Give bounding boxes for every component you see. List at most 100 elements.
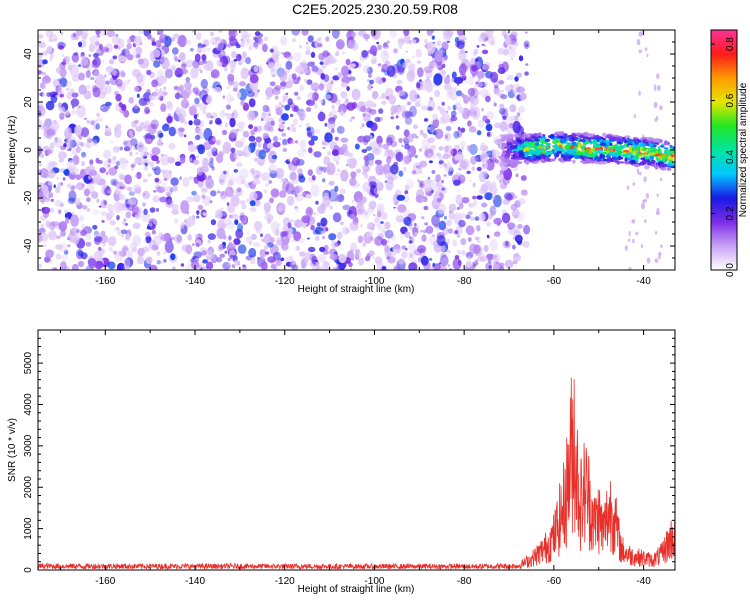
- heatmap-cell: [159, 88, 162, 91]
- heatmap-cell: [41, 201, 45, 204]
- heatmap-cell: [302, 192, 306, 195]
- heatmap-cell: [109, 220, 117, 226]
- heatmap-cell: [416, 60, 422, 64]
- heatmap-cell: [305, 122, 311, 128]
- heatmap-cell: [177, 34, 187, 48]
- heatmap-cell: [46, 92, 52, 98]
- heatmap-cell: [297, 168, 303, 175]
- heatmap-cell: [271, 74, 276, 78]
- heatmap-cell: [456, 249, 460, 253]
- heatmap-cell: [235, 149, 243, 155]
- heatmap-cell: [55, 95, 59, 98]
- heatmap-cell: [340, 169, 349, 182]
- heatmap-cell: [254, 31, 261, 37]
- heatmap-cell: [663, 147, 669, 150]
- heatmap-cell: [126, 186, 133, 192]
- heatmap-cell: [364, 159, 369, 167]
- heatmap-cell: [385, 87, 394, 97]
- heatmap-cell: [624, 140, 628, 143]
- heatmap-cell: [514, 234, 523, 244]
- heatmap-cell: [336, 231, 343, 240]
- heatmap-cell: [208, 161, 214, 168]
- heatmap-cell: [83, 188, 91, 197]
- heatmap-cell: [300, 257, 308, 268]
- heatmap-cell: [90, 190, 93, 195]
- heatmap-cell: [138, 97, 148, 107]
- heatmap-cell: [225, 85, 231, 90]
- heatmap-cell: [112, 55, 118, 60]
- heatmap-cell: [371, 55, 378, 62]
- heatmap-cell: [580, 160, 584, 163]
- heatmap-cell: [350, 171, 357, 179]
- colorbar-tick-label: 0.8: [725, 37, 736, 51]
- heatmap-cell: [280, 36, 288, 46]
- heatmap-cell: [643, 176, 647, 183]
- heatmap-cell: [185, 39, 192, 45]
- heatmap-cell: [68, 190, 77, 203]
- heatmap-cell: [635, 231, 639, 236]
- x-tick-label: -160: [95, 576, 115, 587]
- heatmap-cell: [543, 146, 546, 150]
- heatmap-cell: [50, 207, 55, 213]
- heatmap-cell: [60, 32, 64, 35]
- heatmap-cell: [310, 135, 319, 141]
- heatmap-cell: [246, 91, 255, 98]
- heatmap-cell: [419, 79, 422, 82]
- heatmap-cell: [41, 75, 52, 84]
- heatmap-cell: [43, 244, 47, 248]
- heatmap-cell: [595, 161, 599, 165]
- heatmap-cell: [480, 32, 487, 40]
- heatmap-cell: [573, 146, 578, 150]
- heatmap-cell: [507, 135, 514, 138]
- heatmap-cell: [350, 242, 358, 252]
- heatmap-cell: [157, 139, 163, 147]
- heatmap-cell: [321, 63, 327, 70]
- heatmap-cell: [381, 163, 389, 174]
- heatmap-cell: [468, 126, 477, 133]
- heatmap-cell: [39, 163, 42, 167]
- heatmap-cell: [470, 102, 475, 110]
- heatmap-cell: [334, 198, 339, 202]
- heatmap-cell: [334, 136, 339, 141]
- heatmap-cell: [198, 265, 202, 269]
- heatmap-cell: [163, 91, 168, 96]
- heatmap-cell: [493, 102, 497, 107]
- heatmap-cell: [156, 159, 160, 164]
- heatmap-cell: [473, 106, 480, 111]
- heatmap-cell: [460, 127, 466, 133]
- heatmap-cell: [69, 227, 79, 236]
- heatmap-cell: [176, 129, 180, 135]
- heatmap-cell: [262, 104, 269, 112]
- heatmap-cell: [236, 91, 242, 99]
- heatmap-cell: [93, 250, 103, 261]
- heatmap-cell: [223, 55, 231, 65]
- heatmap-cell: [299, 84, 304, 92]
- heatmap-cell: [381, 266, 387, 270]
- heatmap-cell: [366, 230, 373, 238]
- heatmap-cell: [86, 134, 91, 140]
- heatmap-cell: [511, 37, 517, 44]
- heatmap-cell: [110, 140, 114, 144]
- heatmap-cell: [126, 160, 129, 163]
- heatmap-cell: [467, 211, 473, 216]
- heatmap-cell: [242, 264, 246, 268]
- heatmap-cell: [240, 222, 244, 225]
- heatmap-cell: [391, 234, 396, 241]
- heatmap-cell: [42, 122, 51, 130]
- heatmap-cell: [287, 222, 292, 229]
- heatmap-cell: [501, 151, 507, 155]
- heatmap-cell: [41, 207, 45, 212]
- heatmap-cell: [516, 72, 523, 78]
- heatmap-cell: [382, 44, 390, 49]
- heatmap-cell: [649, 146, 657, 152]
- heatmap-cell: [579, 142, 582, 147]
- heatmap-cell: [523, 224, 531, 235]
- heatmap-cell: [444, 163, 448, 169]
- heatmap-cell: [80, 127, 90, 138]
- heatmap-cell: [616, 145, 622, 149]
- heatmap-cell: [129, 130, 133, 136]
- heatmap-cell: [206, 150, 213, 158]
- heatmap-cell: [146, 69, 152, 76]
- heatmap-cell: [403, 34, 411, 44]
- heatmap-cell: [498, 108, 506, 115]
